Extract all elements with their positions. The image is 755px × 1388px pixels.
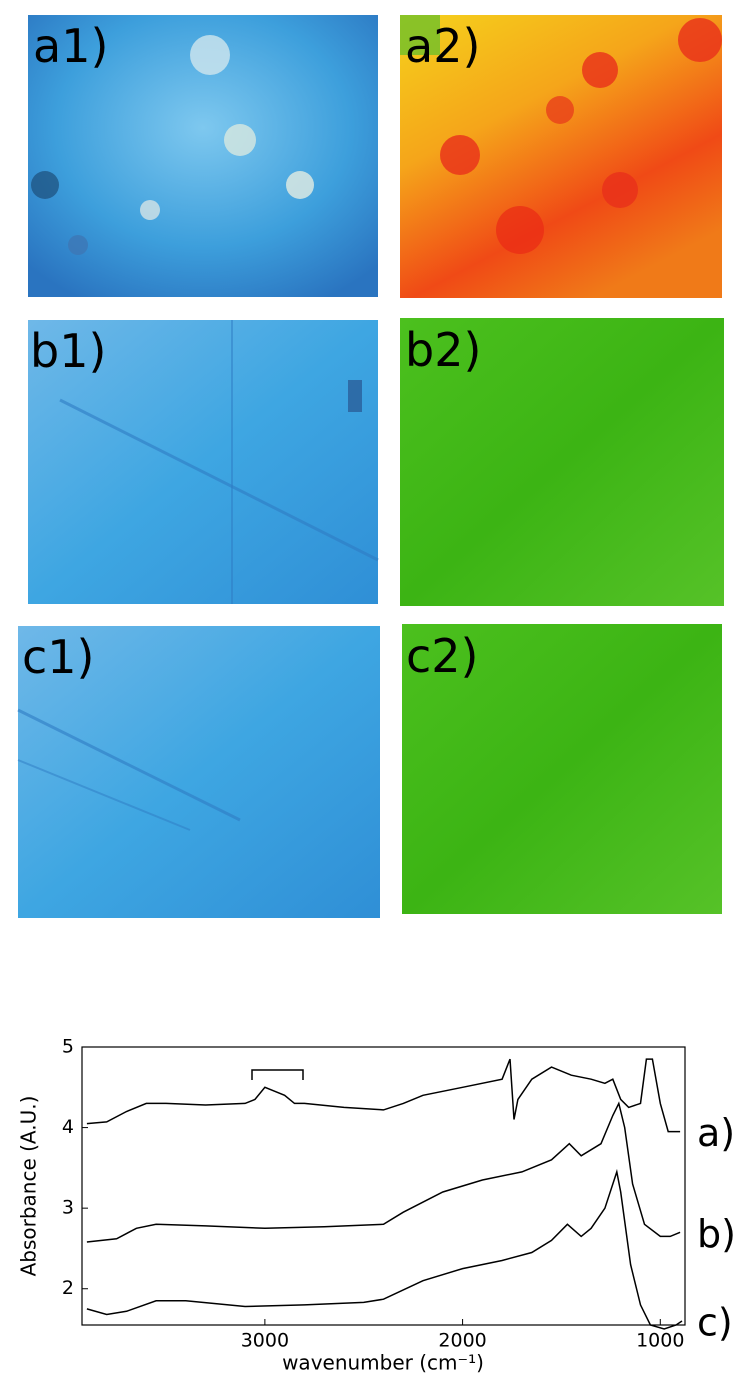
- panel-label: b1): [30, 324, 106, 378]
- x-tick-label: 3000: [241, 1330, 289, 1352]
- panel-b1: b1): [28, 320, 379, 604]
- series-line: [86, 1168, 683, 1330]
- series-line: [86, 1058, 681, 1133]
- plot-frame: [81, 1046, 686, 1326]
- legend-label: a): [697, 1111, 735, 1155]
- legend-label: c): [697, 1300, 733, 1344]
- x-axis-label: wavenumber (cm⁻¹): [282, 1351, 484, 1375]
- panel-b2: b2): [400, 318, 724, 606]
- panel-label: a1): [33, 19, 108, 73]
- panel-label: b2): [405, 323, 481, 377]
- panel-a2: a2): [400, 15, 722, 298]
- panel-label: c1): [22, 630, 95, 684]
- series-line: [86, 1101, 681, 1243]
- y-tick-label: 3: [62, 1197, 74, 1219]
- panel-label: c2): [406, 629, 479, 683]
- panel-c1: c1): [17, 626, 380, 918]
- y-axis-label: Absorbance (A.U.): [17, 1096, 41, 1277]
- x-tick-label: 1000: [636, 1330, 684, 1352]
- bracket: [251, 1069, 304, 1080]
- y-tick-label: 5: [62, 1036, 74, 1058]
- y-tick-label: 2: [62, 1277, 74, 1299]
- x-tick-label: 2000: [438, 1330, 486, 1352]
- panel-a1: a1): [28, 15, 378, 297]
- panel-label: a2): [405, 19, 480, 73]
- legend-label: b): [697, 1212, 736, 1256]
- panel-c2: c2): [402, 624, 722, 914]
- y-tick-label: 4: [62, 1116, 74, 1138]
